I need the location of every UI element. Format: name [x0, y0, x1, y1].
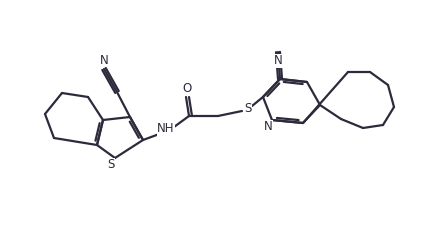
- Text: N: N: [264, 120, 272, 133]
- Text: N: N: [273, 54, 282, 67]
- Text: S: S: [107, 158, 115, 172]
- Text: O: O: [182, 83, 192, 96]
- Text: S: S: [244, 102, 252, 114]
- Text: N: N: [100, 54, 108, 66]
- Text: NH: NH: [157, 122, 175, 136]
